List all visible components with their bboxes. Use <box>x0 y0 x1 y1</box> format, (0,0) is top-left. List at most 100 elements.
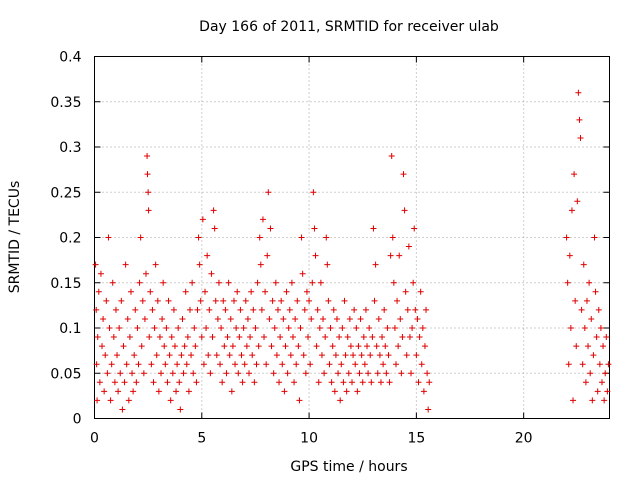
data-point <box>214 315 221 322</box>
data-point <box>162 361 169 368</box>
y-tick-label: 0.25 <box>50 185 81 201</box>
data-point <box>188 352 195 359</box>
data-point <box>385 352 392 359</box>
data-point <box>103 297 110 304</box>
data-point <box>315 379 322 386</box>
data-point <box>343 388 350 395</box>
data-point <box>204 252 211 259</box>
data-point <box>135 361 142 368</box>
data-point <box>277 334 284 341</box>
data-point <box>152 261 159 268</box>
data-point <box>278 297 285 304</box>
data-point <box>112 306 119 313</box>
data-point <box>281 388 288 395</box>
data-point <box>280 315 287 322</box>
data-point <box>349 379 355 386</box>
x-tick-label: 15 <box>407 431 425 447</box>
data-point <box>264 252 271 259</box>
y-tick-label: 0.2 <box>59 231 81 247</box>
data-point <box>323 234 330 241</box>
data-point <box>118 297 125 304</box>
data-point <box>262 288 269 295</box>
data-point <box>259 216 266 223</box>
data-point <box>93 306 100 313</box>
data-point <box>140 370 147 377</box>
data-point <box>267 225 274 232</box>
data-point <box>410 279 417 286</box>
x-tick-label: 5 <box>197 431 206 447</box>
data-point <box>220 297 227 304</box>
data-point <box>129 370 136 377</box>
data-point <box>99 343 106 350</box>
data-point <box>351 306 358 313</box>
data-point <box>115 388 122 395</box>
data-point <box>143 270 149 277</box>
data-point <box>396 252 403 259</box>
data-point <box>170 306 177 313</box>
data-point <box>342 352 349 359</box>
data-point <box>176 379 183 386</box>
data-point <box>344 334 351 341</box>
data-point <box>248 288 255 295</box>
data-point <box>417 288 424 295</box>
y-tick-label: 0.05 <box>50 366 81 382</box>
data-point <box>94 334 101 341</box>
data-point <box>354 388 361 395</box>
data-point <box>254 279 261 286</box>
data-point <box>341 297 348 304</box>
y-axis: 0 0.05 0.1 0.15 0.2 0.25 0.3 0.35 0.4 <box>50 50 610 428</box>
data-point <box>242 297 249 304</box>
data-point <box>151 325 158 331</box>
data-point <box>236 334 243 341</box>
data-point <box>284 370 291 377</box>
data-point <box>159 315 166 322</box>
data-point <box>266 315 273 322</box>
data-point <box>208 270 215 277</box>
data-point <box>217 361 224 368</box>
data-point <box>318 352 325 359</box>
data-point <box>367 352 374 359</box>
data-point <box>146 334 153 341</box>
data-point <box>586 279 593 286</box>
data-point <box>294 297 301 304</box>
data-point <box>191 325 198 331</box>
data-point <box>321 370 328 377</box>
data-point <box>392 361 399 368</box>
data-point <box>379 334 386 341</box>
data-point <box>288 279 295 286</box>
x-axis: 0 5 10 15 20 <box>90 56 533 447</box>
data-point <box>161 343 168 350</box>
data-point <box>119 406 126 413</box>
y-tick-label: 0.1 <box>59 321 81 337</box>
data-point <box>131 352 138 359</box>
data-point <box>565 361 572 368</box>
data-point <box>141 315 148 322</box>
data-point <box>358 352 365 359</box>
data-point <box>376 352 383 359</box>
data-point <box>111 379 118 386</box>
data-point <box>424 370 431 377</box>
data-point <box>261 334 268 341</box>
data-point <box>95 288 102 295</box>
data-point <box>394 297 401 304</box>
data-point <box>105 234 112 241</box>
y-tick-label: 0.4 <box>59 50 81 66</box>
data-point <box>109 279 116 286</box>
data-point <box>209 334 216 341</box>
data-point <box>273 352 280 359</box>
data-point <box>230 297 237 304</box>
data-point <box>96 379 103 386</box>
data-point <box>123 361 130 368</box>
data-point <box>145 189 152 196</box>
data-point <box>138 343 145 350</box>
data-point <box>365 370 372 377</box>
data-point <box>368 379 375 386</box>
y-tick-label: 0.35 <box>50 95 81 111</box>
data-point <box>386 379 393 386</box>
data-point <box>186 306 193 313</box>
data-point <box>100 315 107 322</box>
data-point <box>387 252 394 259</box>
data-point <box>329 343 336 350</box>
data-point <box>228 388 235 395</box>
data-point <box>101 388 108 395</box>
